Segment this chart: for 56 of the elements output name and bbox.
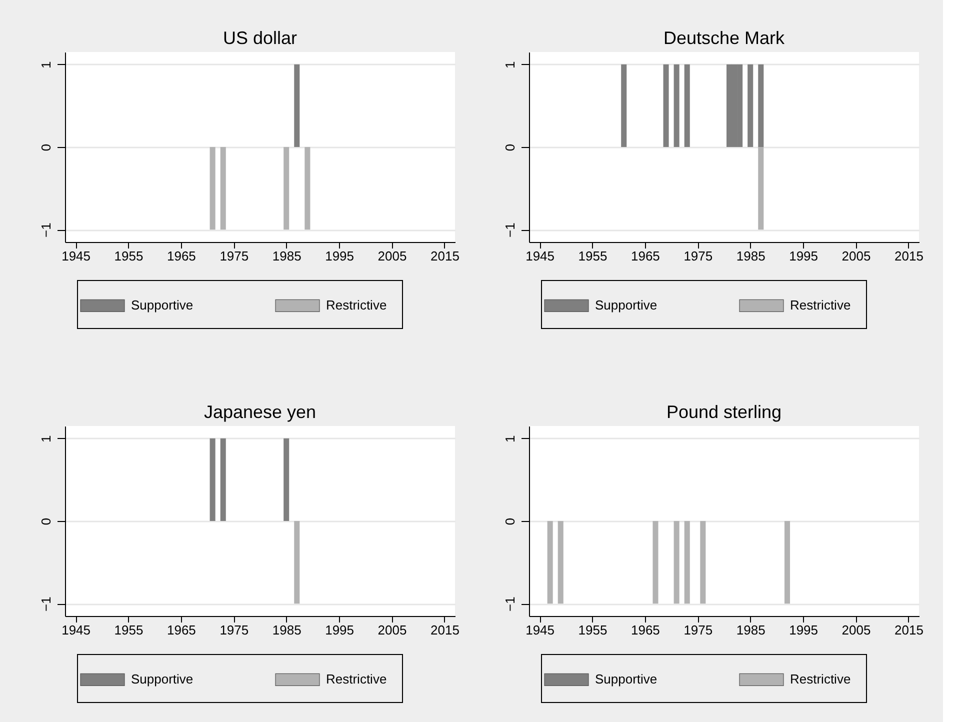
- y-tick-label: 1: [38, 61, 54, 69]
- x-tick-label: 1965: [166, 622, 196, 638]
- y-tick-label: 0: [502, 144, 518, 152]
- x-tick-label: 1985: [272, 248, 302, 264]
- y-tick-label: 1: [38, 435, 54, 443]
- x-tick-label: 2015: [894, 622, 924, 638]
- x-tick-label: 1975: [220, 622, 249, 638]
- x-tick-label: 1985: [272, 622, 302, 638]
- legend-label: Supportive: [131, 672, 194, 687]
- x-tick-label: 1955: [114, 622, 144, 638]
- x-tick-label: 2005: [378, 248, 407, 264]
- y-tick-label: 0: [38, 518, 54, 526]
- x-tick-label: 2015: [430, 622, 460, 638]
- x-tick-label: 1975: [684, 622, 713, 638]
- x-tick-label: 1975: [684, 248, 713, 264]
- y-tick-label: −1: [38, 596, 54, 612]
- x-tick-label: 2005: [842, 248, 871, 264]
- x-tick-label: 1995: [325, 622, 354, 638]
- x-tick-label: 1955: [114, 248, 144, 264]
- legend-label: Supportive: [595, 298, 658, 313]
- x-tick-label: 1995: [789, 622, 818, 638]
- x-tick-label: 1965: [166, 248, 196, 264]
- x-tick-label: 1955: [578, 622, 608, 638]
- x-tick-label: 1985: [736, 248, 766, 264]
- x-tick-label: 2015: [894, 248, 924, 264]
- y-tick-label: −1: [502, 222, 518, 238]
- x-tick-label: 1945: [526, 248, 554, 264]
- x-tick-label: 1945: [62, 622, 90, 638]
- x-tick-label: 2005: [842, 622, 871, 638]
- x-tick-label: 1995: [789, 248, 818, 264]
- legend-label: Supportive: [595, 672, 658, 687]
- chart-title: Japanese yen: [204, 402, 316, 422]
- x-tick-label: 1985: [736, 622, 766, 638]
- x-tick-label: 2005: [378, 622, 407, 638]
- x-tick-label: 1965: [630, 622, 660, 638]
- chart-title: Deutsche Mark: [663, 28, 786, 48]
- x-tick-label: 2015: [430, 248, 460, 264]
- legend-label: Supportive: [131, 298, 194, 313]
- chart-title: US dollar: [222, 28, 298, 48]
- legend-label: Restrictive: [790, 298, 851, 313]
- x-tick-label: 1965: [630, 248, 660, 264]
- x-tick-label: 1955: [578, 248, 608, 264]
- x-tick-label: 1945: [526, 622, 554, 638]
- y-tick-label: 0: [502, 518, 518, 526]
- x-tick-label: 1975: [220, 248, 249, 264]
- legend-label: Restrictive: [326, 672, 387, 687]
- x-tick-label: 1945: [62, 248, 90, 264]
- x-tick-label: 1995: [325, 248, 354, 264]
- y-tick-label: 1: [502, 61, 518, 69]
- legend-label: Restrictive: [790, 672, 851, 687]
- chart-title: Pound sterling: [666, 402, 782, 422]
- legend-label: Restrictive: [326, 298, 387, 313]
- y-tick-label: −1: [38, 222, 54, 238]
- y-tick-label: 0: [38, 144, 54, 152]
- y-tick-label: 1: [502, 435, 518, 443]
- y-tick-label: −1: [502, 596, 518, 612]
